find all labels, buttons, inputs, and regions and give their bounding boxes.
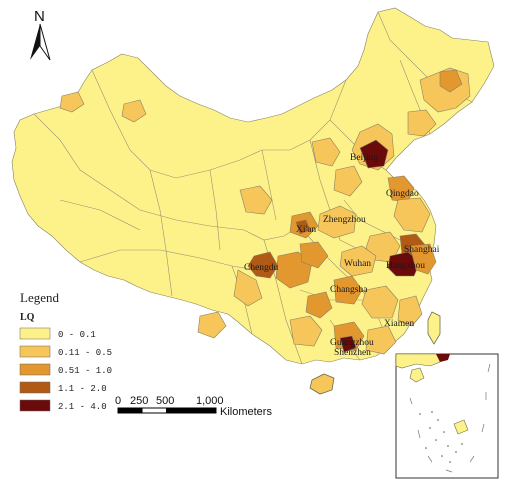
legend: Legend LQ 0 - 0.1 0.11 - 0.5 0.51 - 1.0 1.1… (19, 290, 112, 412)
legend-swatch (19, 363, 51, 376)
hainan-island (309, 373, 335, 395)
legend-label: 1.1 - 2.0 (58, 384, 107, 394)
city-label-zhengzhou: Zhengzhou (323, 215, 366, 225)
nine-dash-line (409, 363, 491, 473)
city-label-shanghai: Shanghai (404, 245, 440, 255)
city-labels: Beijing Qingdao Zhengzhou Xi'an Shanghai… (244, 153, 440, 358)
legend-title: Legend (20, 290, 59, 305)
legend-swatch (19, 345, 51, 358)
china-outline (11, 7, 495, 365)
lq-regions (59, 67, 471, 355)
south-china-sea-inset (395, 353, 499, 479)
legend-label: 0 - 0.1 (58, 330, 96, 340)
city-label-guangzhou: Guangzhou (330, 338, 374, 348)
scale-tick-250: 250 (130, 395, 148, 407)
scale-bar: 0 250 500 1,000 Kilometers (115, 395, 272, 418)
legend-label: 0.11 - 0.5 (58, 348, 112, 358)
north-arrow-icon (30, 24, 40, 60)
legend-swatch (19, 327, 51, 340)
city-label-changsha: Changsha (330, 285, 368, 295)
city-label-qingdao: Qingdao (386, 189, 419, 199)
scale-tick-500: 500 (156, 395, 174, 407)
legend-subtitle: LQ (20, 312, 35, 323)
taiwan-island (427, 311, 441, 345)
legend-label: 0.51 - 1.0 (58, 366, 112, 376)
city-label-chengdu: Chengdu (244, 263, 279, 273)
city-label-hangzhou: Hangzhou (386, 261, 425, 271)
city-label-wuhan: Wuhan (344, 259, 371, 269)
city-label-xiamen: Xiamen (384, 319, 414, 329)
scale-bar-seg-3 (166, 408, 216, 413)
legend-label: 2.1 - 4.0 (58, 402, 107, 412)
city-label-shenzhen: Shenzhen (334, 348, 371, 358)
north-arrow: N (30, 8, 51, 61)
scale-tick-1000: 1,000 (196, 395, 224, 407)
north-label: N (34, 8, 45, 25)
city-label-beijing: Beijing (350, 153, 378, 163)
china-map: Beijing Qingdao Zhengzhou Xi'an Shanghai… (11, 7, 495, 395)
scale-unit: Kilometers (220, 406, 272, 418)
city-label-xian: Xi'an (296, 225, 316, 235)
legend-swatch (19, 381, 51, 394)
scale-tick-0: 0 (115, 395, 121, 407)
legend-swatch (19, 399, 51, 412)
scale-bar-seg-1 (118, 408, 143, 413)
inset-islands (419, 411, 463, 463)
